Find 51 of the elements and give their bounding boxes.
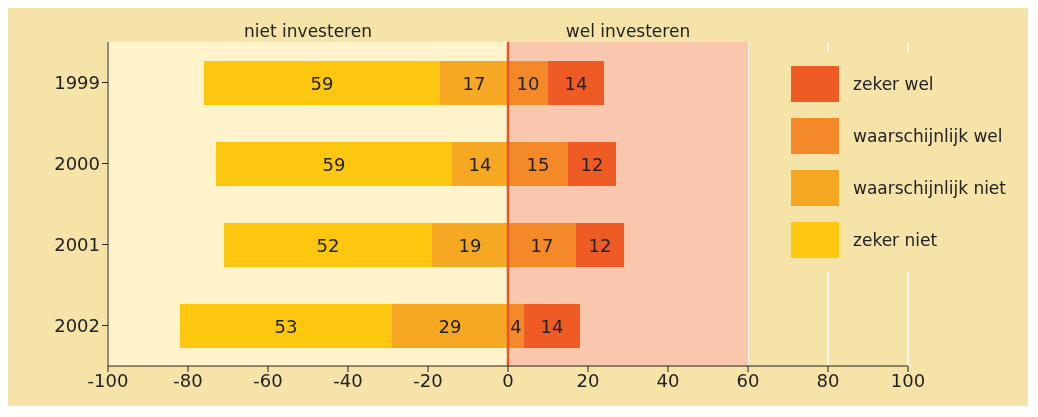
- bar: [508, 142, 568, 186]
- bar: [568, 142, 616, 186]
- x-tick-label: -100: [87, 369, 129, 391]
- x-tick-label: -20: [413, 369, 443, 391]
- data-label: 12: [588, 234, 612, 256]
- data-label: 14: [564, 72, 588, 94]
- data-label: 59: [310, 72, 334, 94]
- band-label: wel investeren: [565, 21, 691, 41]
- x-tick-label: -80: [173, 369, 203, 391]
- legend-label: waarschijnlijk niet: [853, 178, 1006, 198]
- x-tick-label: -40: [333, 369, 363, 391]
- x-tick-label: 60: [736, 369, 760, 391]
- bar: [432, 223, 508, 267]
- y-tick-label: 2000: [54, 152, 100, 174]
- data-label: 19: [458, 234, 482, 256]
- y-tick-label: 1999: [54, 71, 100, 93]
- bar: [216, 142, 452, 186]
- data-label: 14: [468, 153, 492, 175]
- bar: [508, 223, 576, 267]
- bar: [392, 304, 508, 348]
- data-label: 4: [510, 315, 522, 337]
- legend-label: zeker niet: [853, 230, 938, 250]
- x-tick-label: -60: [253, 369, 283, 391]
- data-label: 53: [274, 315, 298, 337]
- y-tick-label: 2001: [54, 233, 100, 255]
- data-label: 17: [530, 234, 554, 256]
- bar: [224, 223, 432, 267]
- bar: [180, 304, 392, 348]
- x-tick-label: 100: [890, 369, 926, 391]
- bar: [576, 223, 624, 267]
- x-tick-label: 0: [502, 369, 514, 391]
- data-label: 29: [438, 315, 462, 337]
- bar: [440, 61, 508, 105]
- x-tick-label: 80: [816, 369, 840, 391]
- y-tick-label: 2002: [54, 314, 100, 336]
- legend-label: waarschijnlijk wel: [853, 126, 1003, 146]
- bar: [204, 61, 440, 105]
- x-tick-label: 20: [576, 369, 600, 391]
- data-label: 52: [316, 234, 340, 256]
- data-label: 12: [580, 153, 604, 175]
- bar: [452, 142, 508, 186]
- data-label: 59: [322, 153, 346, 175]
- band-label: niet investeren: [244, 21, 372, 41]
- bar: [524, 304, 580, 348]
- data-label: 15: [526, 153, 550, 175]
- data-label: 10: [516, 72, 540, 94]
- x-tick-label: 40: [656, 369, 680, 391]
- bar: [548, 61, 604, 105]
- legend-label: zeker wel: [853, 74, 934, 94]
- data-label: 17: [462, 72, 486, 94]
- data-label: 14: [540, 315, 564, 337]
